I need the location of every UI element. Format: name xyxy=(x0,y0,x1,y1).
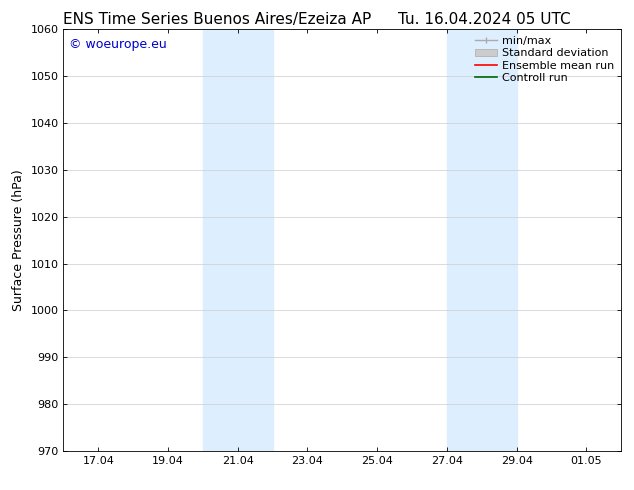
Text: Tu. 16.04.2024 05 UTC: Tu. 16.04.2024 05 UTC xyxy=(398,12,571,27)
Bar xyxy=(447,29,517,451)
Bar xyxy=(203,29,273,451)
Y-axis label: Surface Pressure (hPa): Surface Pressure (hPa) xyxy=(12,169,25,311)
Text: ENS Time Series Buenos Aires/Ezeiza AP: ENS Time Series Buenos Aires/Ezeiza AP xyxy=(63,12,372,27)
Legend: min/max, Standard deviation, Ensemble mean run, Controll run: min/max, Standard deviation, Ensemble me… xyxy=(471,33,618,86)
Text: © woeurope.eu: © woeurope.eu xyxy=(69,38,167,51)
